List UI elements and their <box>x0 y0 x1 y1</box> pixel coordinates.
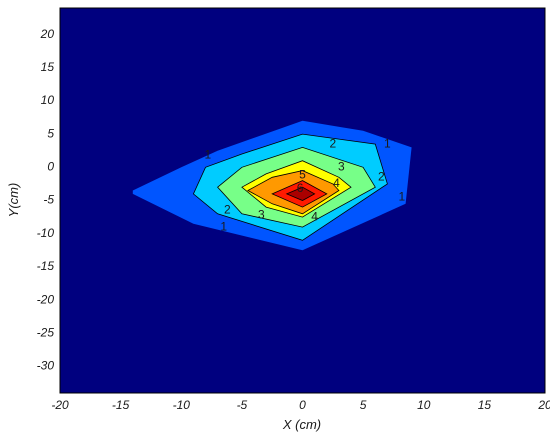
contour-label-3-0: 3 <box>338 159 345 173</box>
y-tick-label: 0 <box>47 159 54 173</box>
contour-label-1-3: 1 <box>399 189 406 203</box>
x-tick-label: 20 <box>537 398 550 412</box>
y-tick-label: 5 <box>47 126 54 140</box>
contour-label-3-1: 3 <box>258 207 265 221</box>
x-tick-label: 0 <box>299 398 306 412</box>
x-tick-label: -10 <box>173 398 191 412</box>
y-axis-ticks: 20 15 10 5 0 -5 -10 -15 -20 -25 -30 <box>37 27 55 373</box>
contour-label-2-0: 2 <box>329 136 336 150</box>
y-tick-label: -10 <box>37 226 55 240</box>
contour-label-1-2: 1 <box>220 219 227 233</box>
y-tick-label: -20 <box>37 292 55 306</box>
plot-frame <box>59 7 546 394</box>
y-axis-label: Y(cm) <box>6 183 21 218</box>
x-axis-ticks: -20 -15 -10 -5 0 5 10 15 20 <box>51 398 550 412</box>
contour-level-7 <box>285 186 316 201</box>
contour-label-6-0: 6 <box>297 181 304 195</box>
x-tick-label: -5 <box>237 398 248 412</box>
contour-label-2-1: 2 <box>224 203 231 217</box>
contour-label-2-2: 2 <box>378 169 385 183</box>
x-tick-label: 15 <box>478 398 492 412</box>
contour-label-1-1: 1 <box>384 136 391 150</box>
y-tick-label: -5 <box>43 193 54 207</box>
y-tick-label: -15 <box>37 259 55 273</box>
y-tick-label: 10 <box>41 93 55 107</box>
x-tick-label: 10 <box>417 398 431 412</box>
x-tick-label: -15 <box>112 398 130 412</box>
y-tick-label: 20 <box>40 27 55 41</box>
contour-label-4-1: 4 <box>311 209 318 223</box>
y-tick-label: -25 <box>37 325 55 339</box>
y-tick-label: -30 <box>37 359 55 373</box>
x-axis-label: X (cm) <box>282 417 321 432</box>
x-tick-label: 5 <box>360 398 367 412</box>
contour-label-4-0: 4 <box>333 176 340 190</box>
contour-label-5-0: 5 <box>299 167 306 181</box>
contour-label-1-0: 1 <box>205 148 212 162</box>
x-tick-label: -20 <box>51 398 69 412</box>
y-tick-label: 15 <box>41 60 55 74</box>
